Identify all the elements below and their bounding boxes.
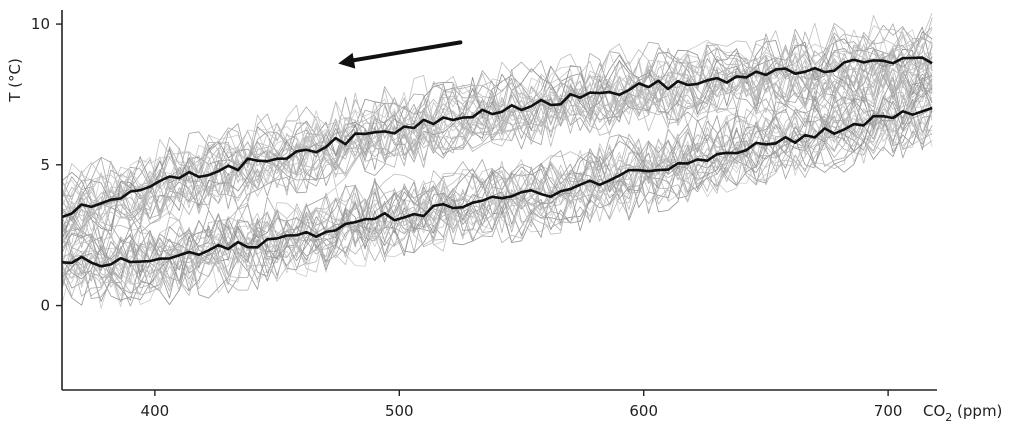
ensemble-member-line	[61, 41, 933, 235]
ensemble-member-line	[61, 43, 933, 232]
lower-branch-mean-line	[61, 106, 933, 268]
x-tick-label: 400	[141, 402, 170, 420]
ensemble-member-line	[61, 35, 933, 208]
annotations	[338, 40, 463, 69]
ensemble-member-line	[61, 52, 933, 237]
y-tick-label: 0	[40, 297, 50, 315]
ensemble-member-line	[61, 82, 933, 280]
ensemble-member-line	[61, 96, 933, 288]
x-tick-label: 500	[385, 402, 414, 420]
x-axis-label: CO2 (ppm)	[923, 402, 1002, 423]
ensemble-member-line	[61, 24, 933, 197]
axes: 0 5 10 400 500 600 700 T (°C) CO2 (ppm)	[6, 10, 1002, 423]
ensemble-member-line	[61, 34, 933, 210]
upper-branch-mean-line	[61, 56, 933, 219]
ensemble-member-line	[61, 92, 933, 279]
x-tick-label: 600	[629, 402, 658, 420]
ensemble-member-line	[61, 55, 933, 236]
mean-lines	[61, 56, 933, 268]
direction-arrow-head	[338, 52, 356, 69]
y-tick-label: 10	[31, 15, 50, 33]
ensemble-member-line	[61, 78, 933, 281]
ensemble-member-line	[61, 86, 933, 284]
ensemble-member-line	[61, 82, 933, 268]
x-tick-label: 700	[874, 402, 903, 420]
ensemble-member-line	[61, 74, 933, 264]
ensemble-lines	[61, 12, 933, 309]
ensemble-member-line	[61, 94, 933, 289]
ensemble-member-line	[61, 12, 933, 197]
y-tick-label: 5	[40, 156, 50, 174]
ensemble-member-line	[61, 72, 933, 270]
ensemble-member-line	[61, 74, 933, 273]
ensemble-member-line	[61, 114, 933, 307]
y-axis-label: T (°C)	[6, 58, 24, 103]
direction-arrow-shaft	[344, 40, 463, 64]
ensemble-member-line	[61, 116, 933, 303]
ensemble-member-line	[61, 114, 933, 297]
ensemble-member-line	[61, 101, 933, 294]
